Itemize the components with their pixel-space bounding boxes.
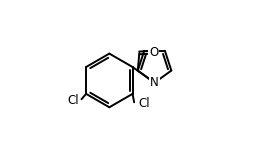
- Text: Cl: Cl: [138, 97, 150, 110]
- Text: O: O: [149, 46, 158, 59]
- Text: Cl: Cl: [67, 94, 79, 107]
- Text: N: N: [150, 76, 159, 89]
